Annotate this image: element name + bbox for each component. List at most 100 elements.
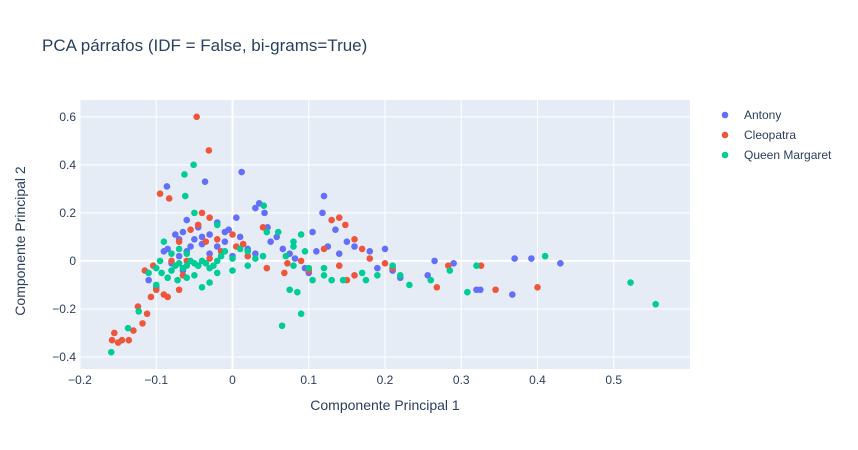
data-point[interactable]: [147, 293, 155, 301]
data-point[interactable]: [313, 248, 320, 255]
data-point[interactable]: [261, 209, 268, 217]
data-point[interactable]: [206, 279, 213, 286]
data-point[interactable]: [431, 257, 438, 265]
data-point[interactable]: [284, 260, 291, 267]
data-point[interactable]: [125, 336, 133, 344]
data-point[interactable]: [509, 291, 516, 298]
data-point[interactable]: [252, 255, 259, 262]
data-point[interactable]: [183, 250, 191, 258]
data-point[interactable]: [362, 276, 370, 284]
data-point[interactable]: [210, 262, 217, 270]
data-point[interactable]: [118, 336, 126, 344]
data-point[interactable]: [320, 192, 328, 200]
data-point[interactable]: [191, 272, 198, 279]
data-point[interactable]: [351, 236, 358, 243]
data-point[interactable]: [238, 168, 245, 176]
data-point[interactable]: [424, 272, 432, 279]
data-point[interactable]: [652, 300, 659, 308]
data-point[interactable]: [297, 231, 305, 238]
data-point[interactable]: [335, 262, 343, 270]
data-point[interactable]: [221, 248, 229, 255]
data-point[interactable]: [191, 236, 198, 243]
data-point[interactable]: [290, 243, 297, 250]
data-point[interactable]: [181, 171, 188, 178]
data-point[interactable]: [229, 255, 236, 262]
legend-item[interactable]: Cleopatra: [721, 128, 797, 142]
data-point[interactable]: [541, 252, 549, 260]
data-point[interactable]: [381, 260, 389, 267]
data-point[interactable]: [309, 276, 316, 284]
data-point[interactable]: [107, 348, 115, 356]
data-point[interactable]: [297, 310, 305, 318]
data-point[interactable]: [342, 221, 349, 229]
data-point[interactable]: [175, 238, 183, 246]
data-point[interactable]: [297, 257, 305, 265]
data-point[interactable]: [175, 252, 183, 260]
data-point[interactable]: [557, 260, 564, 267]
data-point[interactable]: [239, 240, 247, 248]
data-point[interactable]: [217, 252, 225, 260]
data-point[interactable]: [244, 248, 252, 255]
data-point[interactable]: [206, 250, 213, 258]
data-point[interactable]: [446, 267, 454, 274]
data-point[interactable]: [172, 231, 179, 238]
data-point[interactable]: [183, 274, 191, 282]
data-point[interactable]: [206, 214, 213, 221]
data-point[interactable]: [168, 257, 175, 265]
data-point[interactable]: [206, 231, 213, 238]
data-point[interactable]: [281, 269, 288, 277]
data-point[interactable]: [108, 336, 116, 344]
data-point[interactable]: [198, 233, 206, 241]
data-point[interactable]: [135, 308, 143, 315]
data-point[interactable]: [145, 269, 152, 277]
data-point[interactable]: [381, 245, 389, 253]
data-point[interactable]: [201, 178, 209, 185]
data-point[interactable]: [229, 231, 236, 238]
data-point[interactable]: [534, 284, 541, 291]
data-point[interactable]: [473, 262, 480, 270]
data-point[interactable]: [282, 252, 290, 260]
data-point[interactable]: [152, 281, 160, 289]
data-point[interactable]: [267, 238, 274, 246]
data-point[interactable]: [244, 252, 252, 260]
data-point[interactable]: [511, 255, 518, 262]
data-point[interactable]: [427, 276, 435, 284]
data-point[interactable]: [202, 260, 210, 267]
data-point[interactable]: [366, 255, 374, 262]
data-point[interactable]: [190, 161, 197, 169]
data-point[interactable]: [158, 269, 165, 277]
data-point[interactable]: [358, 269, 366, 277]
data-point[interactable]: [221, 228, 229, 236]
data-point[interactable]: [406, 281, 413, 289]
data-point[interactable]: [143, 310, 151, 318]
data-point[interactable]: [181, 192, 189, 200]
data-point[interactable]: [358, 245, 366, 253]
data-point[interactable]: [464, 288, 471, 296]
data-point[interactable]: [259, 252, 267, 260]
data-point[interactable]: [274, 228, 282, 236]
data-point[interactable]: [351, 243, 358, 250]
data-point[interactable]: [279, 245, 287, 253]
data-point[interactable]: [206, 255, 213, 262]
data-point[interactable]: [263, 264, 271, 272]
data-point[interactable]: [179, 228, 187, 236]
data-point[interactable]: [156, 190, 164, 197]
data-point[interactable]: [205, 147, 213, 154]
data-point[interactable]: [259, 223, 267, 231]
data-point[interactable]: [374, 264, 381, 272]
data-point[interactable]: [221, 238, 229, 246]
data-point[interactable]: [528, 255, 535, 262]
data-point[interactable]: [450, 260, 457, 267]
data-point[interactable]: [236, 233, 244, 241]
data-point[interactable]: [291, 255, 299, 262]
data-point[interactable]: [389, 262, 396, 270]
legend-item[interactable]: Antony: [721, 108, 782, 122]
data-point[interactable]: [351, 272, 358, 279]
data-point[interactable]: [320, 245, 328, 253]
data-point[interactable]: [187, 243, 194, 250]
data-point[interactable]: [213, 269, 221, 277]
data-point[interactable]: [165, 195, 173, 202]
data-point[interactable]: [168, 267, 175, 274]
data-point[interactable]: [339, 276, 347, 284]
data-point[interactable]: [163, 183, 171, 190]
